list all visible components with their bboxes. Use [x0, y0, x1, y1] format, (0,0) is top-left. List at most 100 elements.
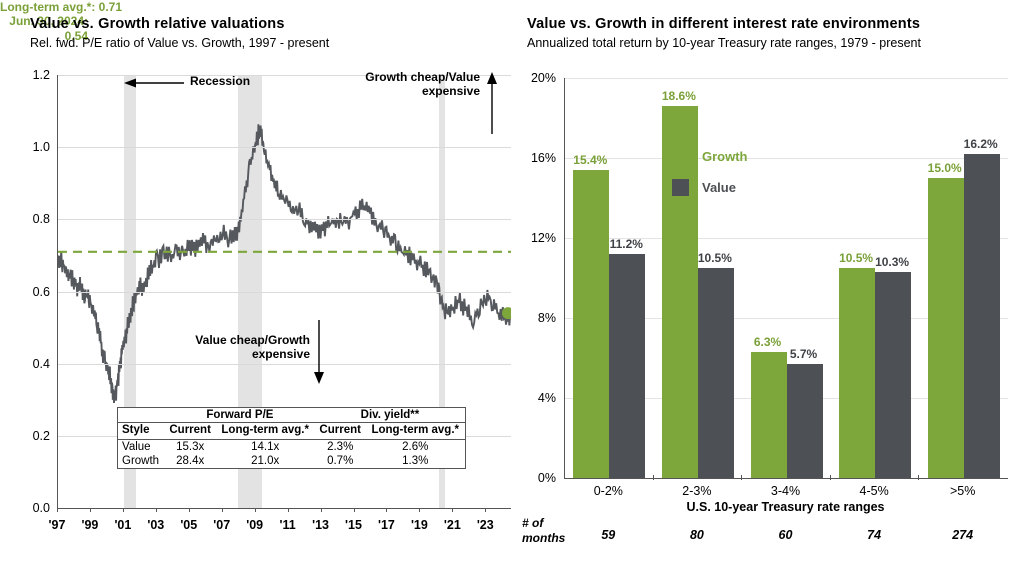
- value-cheap-annotation: Value cheap/Growth expensive: [195, 333, 310, 362]
- down-arrow-icon: [314, 320, 324, 384]
- table-group-header-row: Forward P/E Div. yield**: [118, 408, 465, 423]
- cell-dy-longterm: 1.3%: [402, 455, 429, 468]
- gridline: [58, 291, 511, 293]
- left-chart-title: Value vs. Growth relative valuations: [30, 16, 285, 32]
- y-axis-tick-label: 0.6: [32, 284, 50, 299]
- x-axis-category-label: 2-3%: [682, 484, 712, 498]
- group-header-forward-pe: Forward P/E: [164, 408, 315, 423]
- months-label-line: # of: [522, 516, 544, 530]
- left-chart-plot-area: [57, 75, 511, 509]
- forward-pe-table: Forward P/E Div. yield** Style Current L…: [117, 407, 466, 470]
- bar-value-2-3%: [697, 268, 734, 478]
- x-axis-category-label: 0-2%: [593, 484, 623, 498]
- x-axis-tick-mark: [918, 475, 920, 480]
- group-header-div-yield: Div. yield**: [314, 408, 465, 423]
- legend-swatch: [672, 179, 689, 196]
- bar-value-label: 10.5%: [697, 251, 732, 265]
- month-count-value: 80: [689, 528, 704, 542]
- right-chart-y-axis: 0% 4% 8% 12% 16% 20%: [516, 0, 556, 575]
- y-axis-tick-label: 0%: [537, 471, 556, 485]
- x-axis-tick-mark: [89, 508, 91, 512]
- bar-value-label: 10.5%: [839, 251, 874, 265]
- x-axis-tick-label: '03: [147, 518, 165, 532]
- x-axis-tick-mark: [188, 508, 190, 512]
- x-axis-tick-label: '07: [213, 518, 231, 532]
- y-axis-tick-label: 1.2: [32, 68, 50, 82]
- left-chart-subtitle: Rel. fwd. P/E ratio of Value vs. Growth,…: [30, 36, 330, 50]
- up-arrow-icon: [487, 72, 497, 134]
- y-axis-tick-label: 16%: [530, 151, 556, 165]
- y-axis-tick-label: 4%: [537, 391, 556, 405]
- x-axis-tick-label: '21: [443, 518, 461, 532]
- x-axis-tick-label: '13: [312, 518, 330, 532]
- gridline: [58, 147, 511, 149]
- gridline: [58, 363, 511, 365]
- months-label-line: months: [522, 531, 566, 545]
- x-axis-tick-label: '99: [81, 518, 99, 532]
- legend-label: Value: [702, 180, 736, 195]
- x-axis-tick-label: '23: [476, 518, 494, 532]
- x-axis-tick-mark: [829, 475, 831, 480]
- y-axis-tick-label: 20%: [530, 71, 556, 85]
- last-value-label: Jun. 30, 2024: 0.54: [9, 14, 88, 43]
- right-chart-legend: Growth Value: [672, 148, 748, 210]
- x-axis-tick-mark: [155, 508, 157, 512]
- bar-growth->5%: [927, 178, 964, 478]
- bar-value-0-2%: [609, 254, 646, 478]
- month-count-value: 74: [867, 528, 882, 542]
- bar-growth-3-4%: [750, 352, 787, 478]
- x-axis-tick-label: '11: [279, 518, 296, 532]
- bar-value-3-4%: [786, 364, 823, 478]
- y-axis-tick-label: 0.4: [32, 356, 50, 371]
- cell-dy-current: 2.3%: [327, 441, 354, 454]
- y-axis-tick-label: 8%: [537, 311, 556, 325]
- x-axis-category-label: 4-5%: [859, 484, 889, 498]
- month-count-value: 59: [601, 528, 616, 542]
- bar-value-4-5%: [875, 272, 912, 478]
- x-axis-tick-mark: [254, 508, 256, 512]
- recession-annotation: Recession: [190, 74, 251, 88]
- y-axis-tick-label: 0.0: [32, 501, 50, 515]
- gridline: [58, 75, 511, 76]
- right-chart-subtitle: Annualized total return by 10-year Treas…: [527, 36, 921, 50]
- x-axis-tick-mark: [741, 475, 743, 480]
- growth-cheap-annotation: Growth cheap/Value expensive: [365, 70, 480, 99]
- x-axis-tick-mark: [419, 508, 421, 512]
- value-growth-ratio-line: [58, 124, 511, 404]
- cell-style: Growth: [122, 455, 160, 468]
- legend-item-growth: Growth: [672, 148, 748, 165]
- x-axis-tick-label: '17: [378, 518, 395, 532]
- cell-pe-longterm: 14.1x: [251, 441, 280, 454]
- table-row: Growth 28.4x 21.0x 0.7% 1.3%: [118, 454, 465, 468]
- bar-growth-4-5%: [839, 268, 876, 478]
- bar-value-label: 16.2%: [963, 137, 998, 151]
- col-pe-longterm: Long-term avg.*: [215, 422, 315, 441]
- y-axis-tick-label: 12%: [530, 231, 556, 245]
- x-axis-tick-label: '15: [345, 518, 362, 532]
- bar-value->5%: [963, 154, 1000, 478]
- x-axis-tick-mark: [353, 508, 355, 512]
- left-chart-panel: Value vs. Growth relative valuations Rel…: [0, 0, 511, 532]
- bar-value-label: 5.7%: [789, 347, 818, 361]
- cell-pe-longterm: 21.0x: [251, 455, 280, 468]
- x-axis-tick-mark: [652, 475, 654, 480]
- months-row-label: # of months: [522, 516, 565, 546]
- recession-arrow-icon: [124, 78, 184, 88]
- cell-style: Value: [122, 441, 151, 454]
- gridline: [565, 238, 1008, 239]
- gridline: [58, 219, 511, 221]
- y-axis-tick-label: 1.0: [32, 140, 50, 155]
- cell-pe-current: 28.4x: [176, 455, 205, 468]
- bar-value-label: 11.2%: [609, 237, 643, 251]
- right-chart-plot-area: [564, 78, 1008, 479]
- legend-item-value: Value: [672, 179, 748, 196]
- x-axis-label: U.S. 10-year Treasury rate ranges: [686, 500, 885, 514]
- legend-label: Growth: [702, 149, 748, 164]
- bar-growth-2-3%: [661, 106, 698, 478]
- bar-value-label: 15.0%: [927, 161, 962, 175]
- cell-pe-current: 15.3x: [176, 441, 205, 454]
- x-axis-category-label: >5%: [950, 484, 976, 498]
- month-count-value: 274: [952, 528, 974, 542]
- x-axis-tick-label: '97: [48, 518, 66, 532]
- table-row: Value 15.3x 14.1x 2.3% 2.6%: [118, 440, 465, 455]
